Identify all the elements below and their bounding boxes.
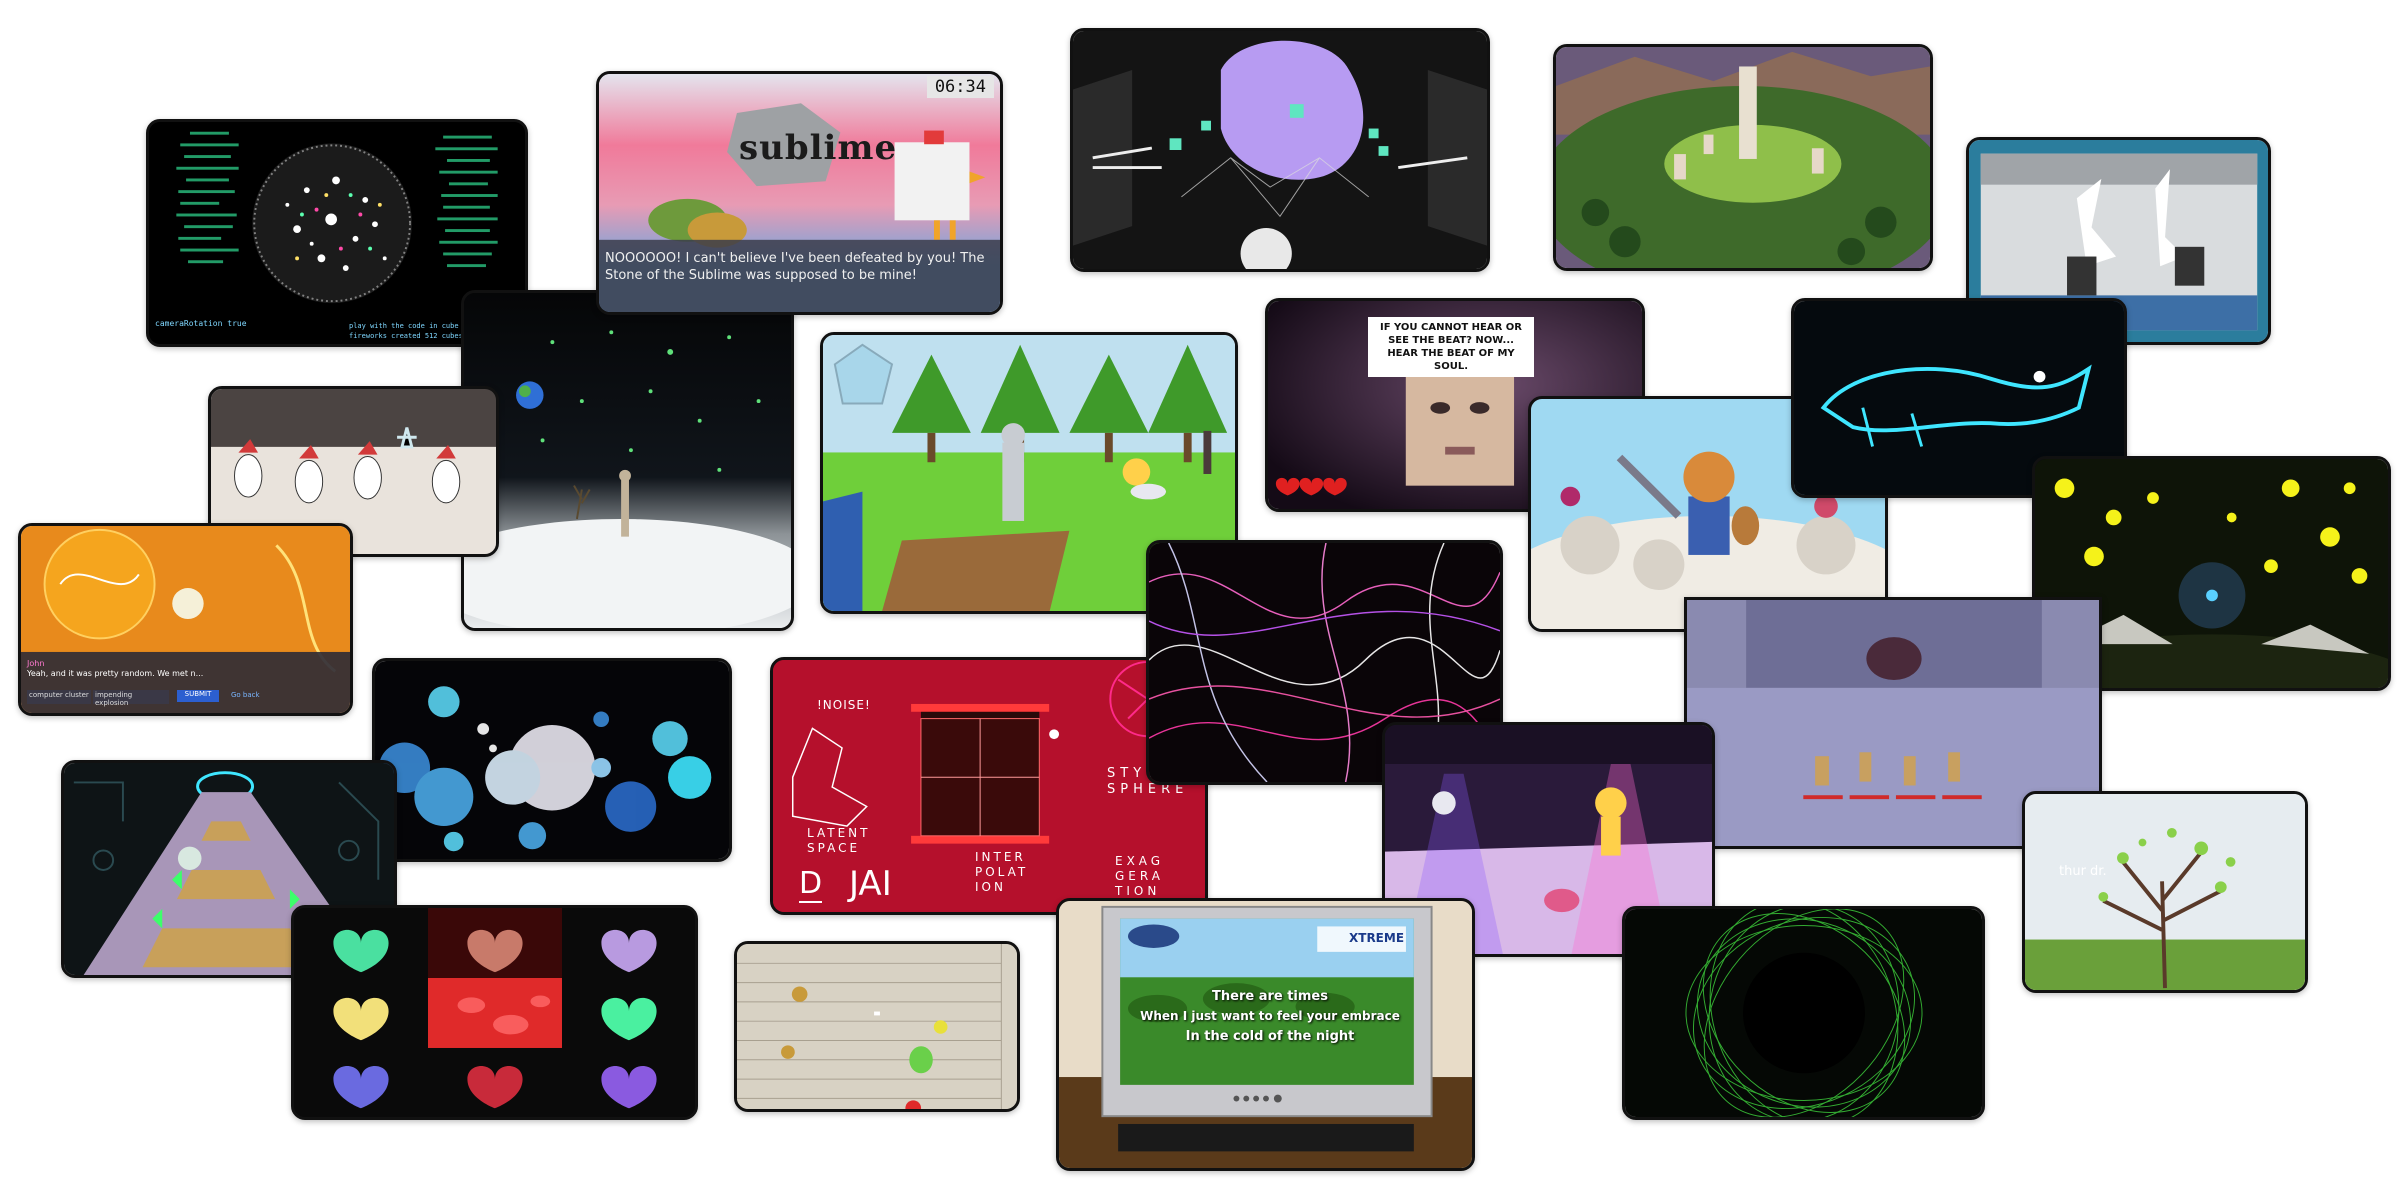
- tile-music-staff[interactable]: [734, 941, 1020, 1112]
- interpolation-label: INTER POLAT ION: [975, 850, 1029, 894]
- logo-d: D: [799, 866, 823, 903]
- tile-bubbles[interactable]: [372, 658, 732, 862]
- exaggeration-label: EXAG GERA TION: [1115, 854, 1165, 898]
- chat-message: Yeah, and it was pretty random. We met n…: [27, 669, 204, 678]
- tile-hearts-grid[interactable]: [291, 905, 698, 1120]
- tree-scene: [2025, 794, 2305, 990]
- latent-space-label: LATENT SPACE: [807, 826, 871, 855]
- music-staff-scene: [737, 944, 1017, 1109]
- logo-jai: JAI: [849, 864, 892, 904]
- dj-ai-panel: [773, 660, 1205, 912]
- lyric-line-2: When I just want to feel your embrace: [1140, 1009, 1400, 1023]
- tile-fireworks-sphere[interactable]: cameraRotation true play with the code i…: [146, 119, 528, 347]
- chat-user: John: [27, 659, 45, 668]
- lyric-line-3: In the cold of the night: [1185, 1029, 1355, 1044]
- fireworks-scene: [151, 122, 523, 344]
- bubbles-scene: [375, 661, 729, 859]
- forest-island-scene: [1556, 47, 1930, 268]
- tile-karaoke[interactable]: XTREME There are times When I just want …: [1056, 898, 1475, 1171]
- tile-tree[interactable]: thur dr.: [2022, 791, 2308, 993]
- tile-forest-island[interactable]: [1553, 44, 1933, 271]
- hud-bottom-right: fireworks created 512 cubes: [349, 332, 463, 340]
- chat-field-1[interactable]: computer cluster: [27, 690, 91, 704]
- soul-caption: IF YOU CANNOT HEAR OR SEE THE BEAT? NOW.…: [1368, 317, 1534, 377]
- tile-purple-blob[interactable]: [1070, 28, 1490, 272]
- timer: 06:34: [926, 76, 994, 98]
- tile-orange-chat[interactable]: John Yeah, and it was pretty random. We …: [18, 523, 353, 716]
- go-back-link[interactable]: Go back: [231, 691, 260, 699]
- tile-battle-arena[interactable]: [1684, 597, 2102, 849]
- karaoke-badge: XTREME: [1349, 931, 1405, 945]
- hud-bottom-center: play with the code in cube: [349, 322, 459, 330]
- dialogue-text: NOOOOOO! I can't believe I've been defea…: [605, 251, 985, 283]
- tile-fireflies[interactable]: [2032, 456, 2391, 691]
- tile-dj-ai[interactable]: !NOISE! LATENT SPACE INTER POLAT ION STY…: [770, 657, 1208, 915]
- karaoke-scene: [1059, 901, 1472, 1168]
- neon-whale-scene: [1794, 301, 2124, 495]
- space-snow-scene: [464, 293, 791, 628]
- sublime-title: sublime: [739, 128, 898, 168]
- submit-button[interactable]: SUBMIT: [177, 690, 219, 702]
- hearts-grid-scene: [294, 908, 695, 1117]
- tree-caption: thur dr.: [2059, 864, 2107, 879]
- lyric-line-1: There are times: [1212, 989, 1328, 1004]
- noise-label: !NOISE!: [817, 698, 871, 712]
- tile-neon-whale[interactable]: [1791, 298, 2127, 498]
- tile-space-snow[interactable]: [461, 290, 794, 631]
- sublime-scene: [599, 74, 1000, 312]
- tile-spirograph[interactable]: [1622, 906, 1985, 1120]
- purple-blob-scene: [1073, 31, 1487, 269]
- battle-arena-scene: [1687, 600, 2099, 846]
- chat-field-2[interactable]: impending explosion: [93, 690, 169, 707]
- orange-chat-scene: [21, 526, 350, 713]
- hud-bottom-left: cameraRotation true: [155, 319, 247, 328]
- tile-sublime[interactable]: 06:34 sublime NOOOOOO! I can't believe I…: [596, 71, 1003, 315]
- spirograph-scene: [1625, 909, 1982, 1117]
